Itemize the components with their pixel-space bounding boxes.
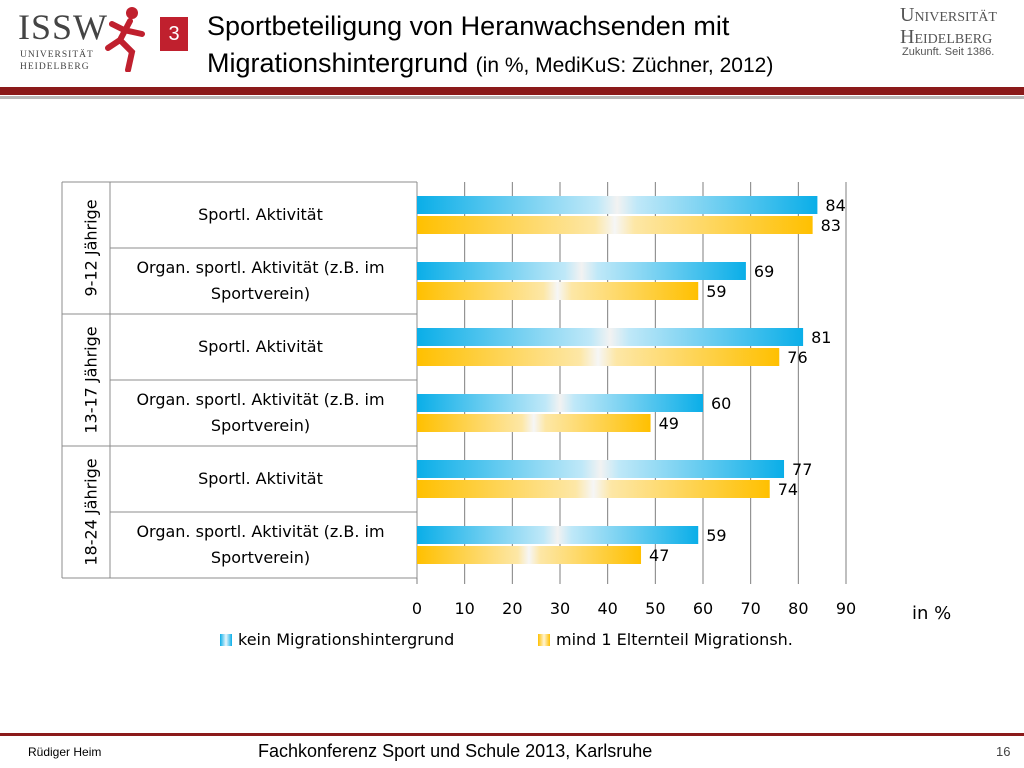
gridlines [416, 182, 847, 578]
header-divider [0, 87, 1024, 95]
x-axis-ticks: 0 10 20 30 40 50 60 70 80 90 [412, 578, 856, 618]
bar-kein-migration [417, 196, 818, 214]
bar-mind-1-elternteil [417, 480, 770, 498]
x-tick-label: 60 [693, 599, 713, 618]
university-name-line1: Universität [900, 4, 997, 26]
x-tick-label: 80 [788, 599, 808, 618]
category-label: Organ. sportl. Aktivität (z.B. im Sportv… [136, 258, 385, 303]
university-name: Universität Heidelberg [900, 4, 997, 48]
value-label-kein-migration: 69 [754, 262, 774, 281]
issw-logo-text: ISSW [18, 7, 109, 47]
legend-label-series-2: mind 1 Elternteil Migrationsh. [556, 630, 793, 649]
value-label-kein-migration: 84 [825, 196, 845, 215]
category-label: Sportl. Aktivität [198, 469, 323, 488]
value-label-kein-migration: 81 [811, 328, 831, 347]
category-label: Sportl. Aktivität [198, 205, 323, 224]
value-label-mind-1-elternteil: 83 [821, 216, 841, 235]
issw-logo-sub-line2: HEIDELBERG [20, 62, 90, 72]
x-tick-label: 40 [597, 599, 617, 618]
bar-kein-migration [417, 328, 804, 346]
issw-logo: ISSW UNIVERSITÄT HEIDELBERG [10, 4, 150, 76]
university-tagline: Zukunft. Seit 1386. [902, 46, 995, 58]
footer-divider [0, 733, 1024, 736]
group-label: 13-17 Jährige [81, 326, 101, 434]
bar-kein-migration [417, 394, 703, 412]
title-line1: Sportbeteiligung von Heranwachsenden mit [207, 11, 730, 41]
x-tick-label: 30 [550, 599, 570, 618]
title-line2: Migrationshintergrund [207, 48, 469, 78]
title-suffix: (in %, MediKuS: Züchner, 2012) [475, 54, 774, 77]
legend-item-series-2: mind 1 Elternteil Migrationsh. [538, 630, 793, 649]
issw-logo-sub: UNIVERSITÄT HEIDELBERG [20, 49, 94, 73]
bar-mind-1-elternteil [417, 348, 780, 366]
bar-mind-1-elternteil [417, 282, 699, 300]
value-label-kein-migration: 59 [706, 526, 726, 545]
legend-item-series-1: kein Migrationshintergrund [220, 630, 454, 649]
title-line2-wrap: Migrationshintergrund (in %, MediKuS: Zü… [207, 45, 897, 84]
x-tick-label: 0 [412, 599, 422, 618]
bar-kein-migration [417, 460, 785, 478]
bar-mind-1-elternteil [417, 414, 651, 432]
university-logo: Universität Heidelberg Zukunft. Seit 138… [898, 2, 1018, 72]
category-label: Organ. sportl. Aktivität (z.B. im Sportv… [136, 390, 385, 435]
issw-logo-sub-line1: UNIVERSITÄT [20, 50, 94, 60]
value-label-kein-migration: 77 [792, 460, 812, 479]
footer-event: Fachkonferenz Sport und Schule 2013, Kar… [258, 741, 653, 761]
x-tick-label: 50 [645, 599, 665, 618]
bar-kein-migration [417, 262, 746, 280]
bars [417, 196, 818, 564]
x-tick-label: 20 [502, 599, 522, 618]
category-label: Sportl. Aktivität [198, 337, 323, 356]
page-title: Sportbeteiligung von Heranwachsenden mit… [207, 8, 897, 84]
group-label: 9-12 Jährige [81, 199, 101, 297]
legend-label-series-1: kein Migrationshintergrund [238, 630, 455, 649]
bar-mind-1-elternteil [417, 546, 642, 564]
university-name-line2: Heidelberg [900, 26, 993, 48]
bar-kein-migration [417, 526, 699, 544]
value-label-mind-1-elternteil: 49 [659, 414, 679, 433]
footer-author: Rüdiger Heim [28, 745, 102, 759]
value-label-mind-1-elternteil: 76 [787, 348, 807, 367]
value-label-mind-1-elternteil: 47 [649, 546, 669, 565]
section-number-badge: 3 [160, 17, 188, 51]
category-frame [61, 181, 418, 584]
x-axis-unit: in % [912, 603, 952, 624]
legend-swatch-blue [220, 633, 232, 646]
value-label-kein-migration: 60 [711, 394, 731, 413]
bar-mind-1-elternteil [417, 216, 813, 234]
x-tick-label: 10 [454, 599, 474, 618]
x-tick-label: 90 [836, 599, 856, 618]
group-label: 18-24 Jährige [81, 458, 101, 566]
runner-icon [105, 7, 145, 72]
x-tick-label: 70 [740, 599, 760, 618]
header-divider-secondary [0, 96, 1024, 99]
page-number: 16 [996, 744, 1011, 759]
category-label: Organ. sportl. Aktivität (z.B. im Sportv… [136, 522, 385, 567]
value-label-mind-1-elternteil: 74 [778, 480, 798, 499]
legend-swatch-yellow [538, 633, 550, 646]
value-label-mind-1-elternteil: 59 [706, 282, 726, 301]
